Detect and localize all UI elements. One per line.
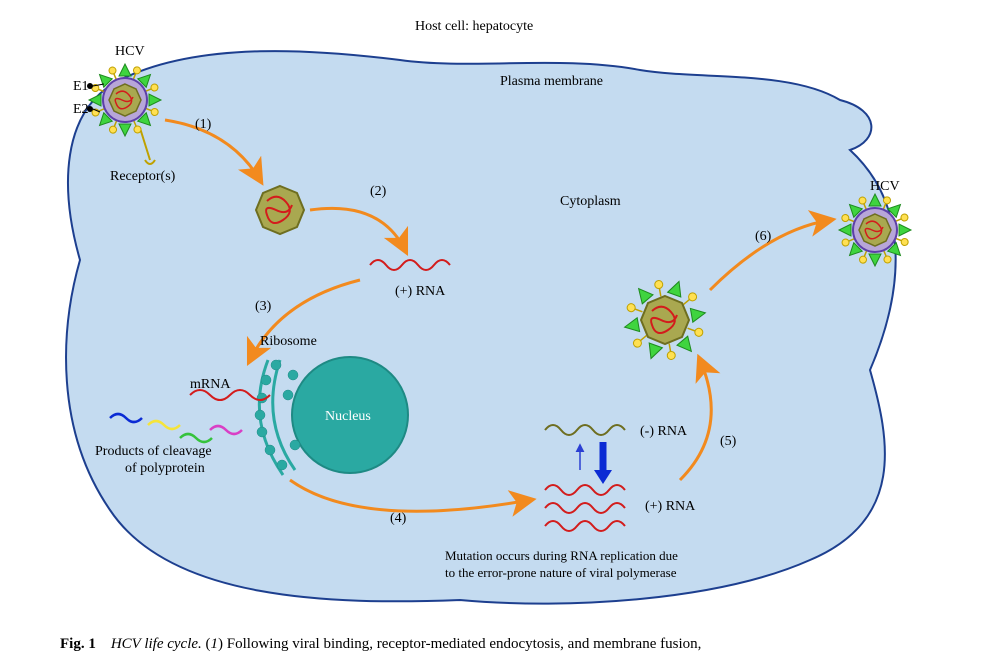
cytoplasm-label: Cytoplasm — [560, 194, 621, 209]
capsid-entry — [256, 186, 304, 234]
diagram: Host cell: hepatocyte Plasma membrane Cy… — [0, 0, 986, 622]
hcv-right-label: HCV — [870, 179, 900, 194]
fig-label: Fig. 1 — [60, 636, 96, 652]
fig-title: HCV life cycle. — [111, 636, 206, 652]
svg-text:E1: E1 — [73, 79, 89, 94]
svg-text:E2: E2 — [73, 102, 89, 117]
plus-rna2-label: (+) RNA — [645, 499, 696, 514]
ribosome-label: Ribosome — [260, 334, 317, 349]
fig-rest: Following viral binding, receptor-mediat… — [227, 636, 702, 652]
step2-label: (2) — [370, 184, 387, 199]
mutation-l1: Mutation occurs during RNA replication d… — [445, 548, 678, 563]
nucleus-label: Nucleus — [325, 409, 371, 424]
plasma-membrane-label: Plasma membrane — [500, 74, 603, 89]
cleavage-label-l1: Products of cleavage — [95, 444, 212, 459]
plus-rna1-label: (+) RNA — [395, 284, 446, 299]
cleavage-label-l2: of polyprotein — [125, 461, 205, 476]
host-cell — [66, 51, 896, 604]
title-label: Host cell: hepatocyte — [415, 19, 533, 34]
hcv-left-label: HCV — [115, 44, 145, 59]
fig-step: 1 — [211, 636, 219, 652]
figure-caption: Fig. 1 HCV life cycle. (1) Following vir… — [60, 636, 701, 653]
receptor-label: Receptor(s) — [110, 169, 176, 184]
minus-rna-label: (-) RNA — [640, 424, 688, 439]
virion-incoming — [89, 64, 161, 136]
step6-label: (6) — [755, 229, 772, 244]
step5-label: (5) — [720, 434, 737, 449]
step4-label: (4) — [390, 511, 407, 526]
step3-label: (3) — [255, 299, 272, 314]
mutation-l2: to the error-prone nature of viral polym… — [445, 565, 677, 580]
e1-callout: E1 — [73, 79, 104, 94]
step1-label: (1) — [195, 117, 212, 132]
virion-released — [839, 194, 911, 266]
